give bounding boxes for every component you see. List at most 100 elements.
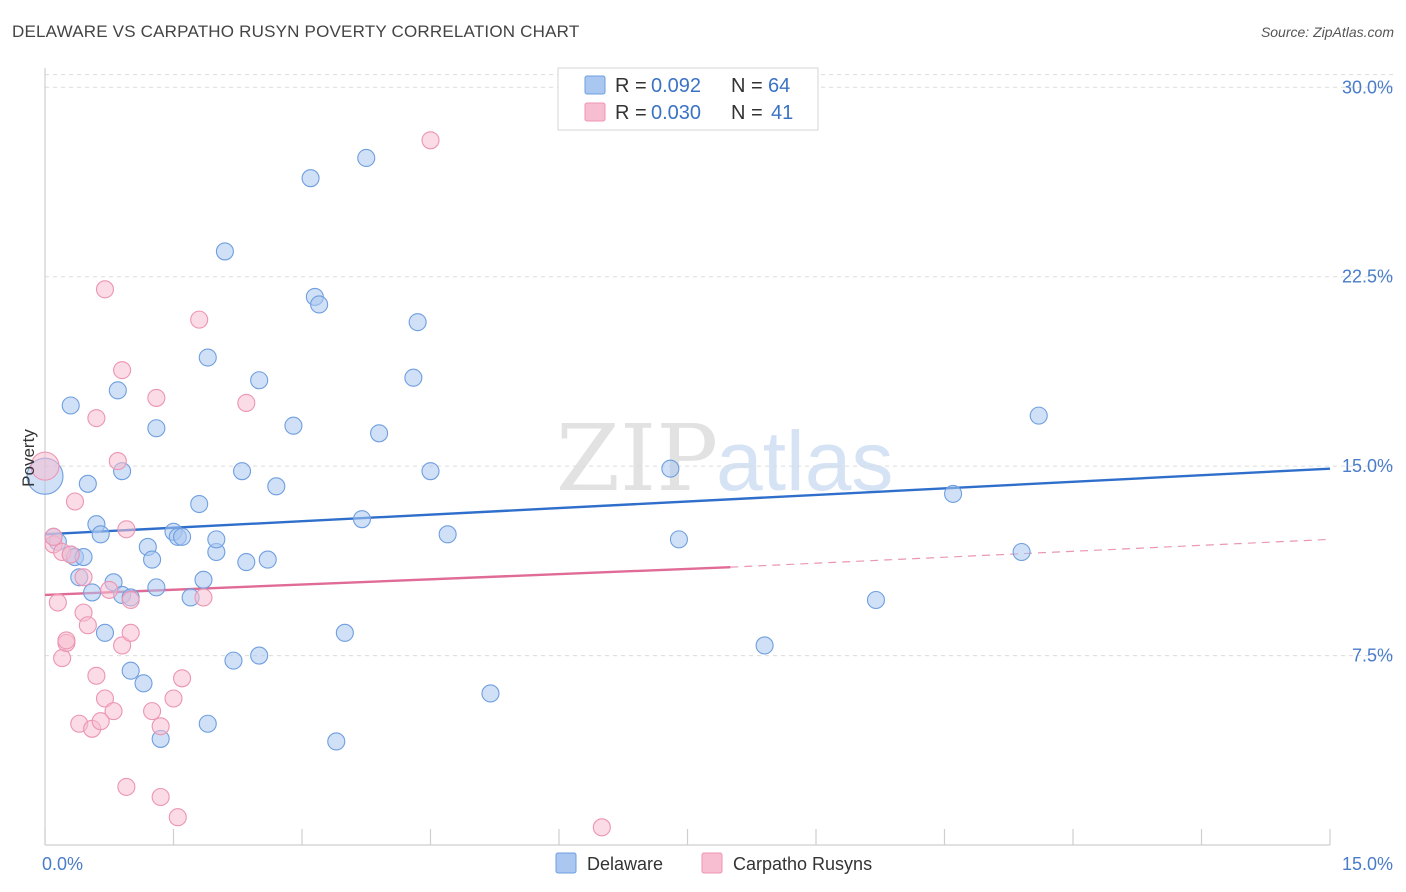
legend-n-label: N =: [731, 102, 763, 124]
data-point-rusyn: [78, 616, 97, 635]
legend-swatch-rusyn: [584, 102, 606, 122]
data-point-rusyn: [190, 310, 209, 329]
data-point-delaware: [866, 590, 886, 610]
x-tick-label: 0.0%: [42, 854, 83, 874]
data-point-delaware: [310, 295, 329, 314]
legend-r-label: R =: [615, 75, 647, 97]
data-point-delaware: [370, 424, 389, 443]
legend-swatch-delaware: [584, 75, 606, 95]
data-point-delaware: [173, 527, 192, 546]
data-point-rusyn: [147, 388, 166, 407]
data-point-delaware: [1012, 542, 1031, 562]
data-point-rusyn: [173, 669, 192, 688]
y-tick-label: 15.0%: [1342, 456, 1393, 476]
data-point-delaware: [108, 381, 127, 400]
legend-bottom: Delaware Carpatho Rusyns: [555, 852, 872, 874]
data-point-rusyn: [61, 545, 80, 564]
data-point-delaware: [91, 525, 110, 544]
data-point-delaware: [267, 477, 286, 496]
tick-labels: 7.5% 15.0% 22.5% 30.0% 0.0% 15.0%: [42, 77, 1393, 874]
data-point-delaware: [215, 242, 234, 261]
data-point-delaware: [121, 661, 140, 680]
data-point-delaware: [944, 484, 963, 503]
data-point-delaware: [83, 583, 102, 602]
data-point-delaware: [194, 570, 213, 589]
trend-line-delaware: [44, 467, 1331, 536]
data-point-delaware: [327, 732, 346, 751]
data-point-delaware: [1029, 406, 1048, 425]
data-point-rusyn: [65, 492, 85, 511]
data-point-delaware: [258, 550, 277, 569]
y-tick-label: 7.5%: [1352, 646, 1393, 666]
data-point-delaware: [408, 313, 427, 332]
legend-n-value: 64: [768, 75, 790, 97]
legend-swatch-rusyn: [701, 852, 723, 874]
data-point-delaware: [134, 674, 153, 693]
data-point-rusyn: [95, 689, 115, 708]
data-point-delaware: [78, 474, 97, 493]
data-point-delaware: [198, 348, 217, 367]
data-point-delaware: [250, 646, 269, 665]
data-point-delaware: [143, 550, 162, 569]
data-point-rusyn: [113, 636, 132, 655]
data-point-rusyn: [421, 131, 440, 150]
data-point-rusyn: [168, 808, 187, 827]
data-point-delaware: [250, 371, 269, 390]
data-point-delaware: [421, 462, 440, 481]
data-point-rusyn: [113, 361, 132, 380]
y-tick-label: 30.0%: [1342, 77, 1393, 97]
legend-r-label: R =: [615, 102, 647, 124]
data-point-delaware: [95, 623, 115, 642]
data-point-rusyn: [57, 631, 76, 650]
data-point-rusyn: [121, 590, 140, 610]
data-point-rusyn: [117, 520, 136, 539]
data-point-delaware: [237, 553, 256, 572]
data-point-delaware: [207, 530, 226, 549]
trend-line-rusyn: [44, 565, 731, 597]
watermark-zip: ZIP: [556, 405, 718, 512]
data-point-delaware: [232, 462, 252, 481]
legend-top: R = 0.092 N = 64 R = 0.030 N = 41: [557, 67, 819, 131]
data-point-delaware: [438, 525, 457, 544]
data-points: [26, 131, 1048, 837]
data-point-delaware: [147, 419, 166, 438]
data-point-rusyn: [30, 451, 60, 481]
data-point-rusyn: [95, 280, 115, 299]
data-point-delaware: [352, 510, 372, 529]
data-point-rusyn: [143, 702, 162, 721]
data-point-rusyn: [194, 588, 213, 607]
y-tick-label: 22.5%: [1342, 267, 1393, 287]
data-point-rusyn: [100, 580, 119, 599]
watermark-atlas: atlas: [716, 414, 893, 508]
data-point-delaware: [755, 636, 774, 655]
x-tick-label: 15.0%: [1342, 854, 1393, 874]
data-point-delaware: [198, 714, 217, 733]
legend-label-carpatho-rusyns: Carpatho Rusyns: [733, 854, 872, 874]
legend-label-delaware: Delaware: [587, 854, 663, 874]
y-axis-label: Poverty: [19, 429, 38, 487]
data-point-rusyn: [48, 593, 67, 612]
data-point-delaware: [147, 578, 166, 597]
data-point-rusyn: [44, 527, 63, 546]
data-point-rusyn: [87, 666, 106, 685]
legend-r-value: 0.030: [651, 102, 701, 124]
data-point-delaware: [190, 494, 209, 514]
data-point-delaware: [661, 459, 680, 478]
data-point-rusyn: [117, 777, 136, 796]
data-point-rusyn: [121, 623, 140, 642]
data-point-rusyn: [74, 568, 93, 587]
legend-swatch-delaware: [555, 852, 577, 874]
data-point-rusyn: [53, 649, 72, 668]
source-label: Source: ZipAtlas.com: [1260, 24, 1394, 40]
data-point-rusyn: [151, 717, 170, 736]
data-point-delaware: [481, 684, 500, 703]
data-point-delaware: [404, 368, 423, 387]
data-point-rusyn: [108, 452, 127, 471]
data-point-delaware: [335, 623, 354, 642]
data-point-rusyn: [164, 689, 183, 708]
data-point-delaware: [669, 530, 688, 549]
data-point-rusyn: [237, 393, 256, 413]
data-point-rusyn: [91, 712, 110, 731]
legend-n-value: 41: [771, 102, 793, 124]
